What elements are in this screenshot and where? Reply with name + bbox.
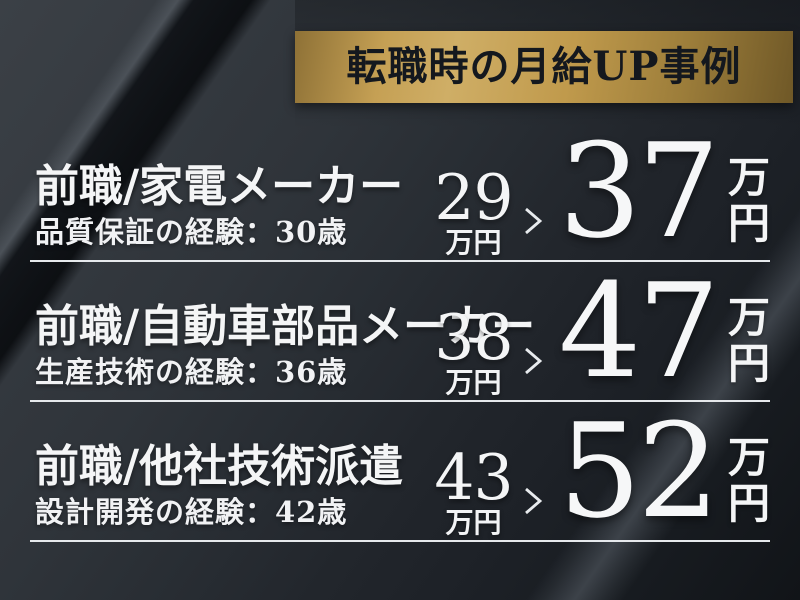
salary-before-unit: 万円 [445,226,502,259]
salary-change: 43 万円 52 万 円 [434,394,770,547]
salary-after-amount: 37 [558,114,720,267]
case-info: 前職/家電メーカー 品質保証の経験：30歳 [35,160,404,250]
salary-after-unit-bottom: 円 [727,338,770,388]
salary-before-amount: 29 [434,160,513,234]
chevron-right-icon [524,347,542,375]
salary-before-amount: 38 [434,300,513,374]
title-banner: 転職時の月給UP事例 [295,31,793,103]
case-experience: 設計開発の経験：42歳 [35,495,348,530]
salary-change: 29 万円 37 万 円 [434,114,770,267]
salary-after-unit-bottom: 円 [727,198,770,248]
case-info: 前職/他社技術派遣 設計開発の経験：42歳 [35,440,404,530]
case-title: 前職/自動車部品メーカー [35,300,536,352]
salary-before: 43 万円 [434,440,513,539]
salary-after-unit-bottom: 円 [727,478,770,528]
salary-after-unit: 万 円 [728,295,770,386]
salary-after-amount: 52 [558,394,720,547]
case-row-2: 前職/自動車部品メーカー 生産技術の経験：36歳 38 万円 47 万 円 [30,262,770,402]
salary-after-amount: 47 [558,254,720,407]
salary-after-unit: 万 円 [728,435,770,526]
case-info: 前職/自動車部品メーカー 生産技術の経験：36歳 [35,300,536,390]
salary-after-unit: 万 円 [728,155,770,246]
salary-before: 29 万円 [434,160,513,259]
case-experience: 品質保証の経験：30歳 [35,215,348,250]
page-title: 転職時の月給UP事例 [346,43,742,90]
salary-after-unit-top: 万 [727,153,770,203]
chevron-right-icon [524,207,542,235]
case-row-3: 前職/他社技術派遣 設計開発の経験：42歳 43 万円 52 万 円 [30,402,770,542]
chevron-right-icon [524,487,542,515]
case-list: 前職/家電メーカー 品質保証の経験：30歳 29 万円 37 万 円 [30,122,770,542]
salary-before-amount: 43 [434,440,513,514]
salary-before-unit: 万円 [445,506,502,539]
salary-before: 38 万円 [434,300,513,399]
case-title: 前職/他社技術派遣 [35,440,404,492]
salary-before-unit: 万円 [445,366,502,399]
salary-after-unit-top: 万 [727,293,770,343]
salary-after-unit-top: 万 [727,433,770,483]
salary-change: 38 万円 47 万 円 [434,254,770,407]
case-row-1: 前職/家電メーカー 品質保証の経験：30歳 29 万円 37 万 円 [30,122,770,262]
case-experience: 生産技術の経験：36歳 [35,355,348,390]
case-title: 前職/家電メーカー [35,160,404,212]
